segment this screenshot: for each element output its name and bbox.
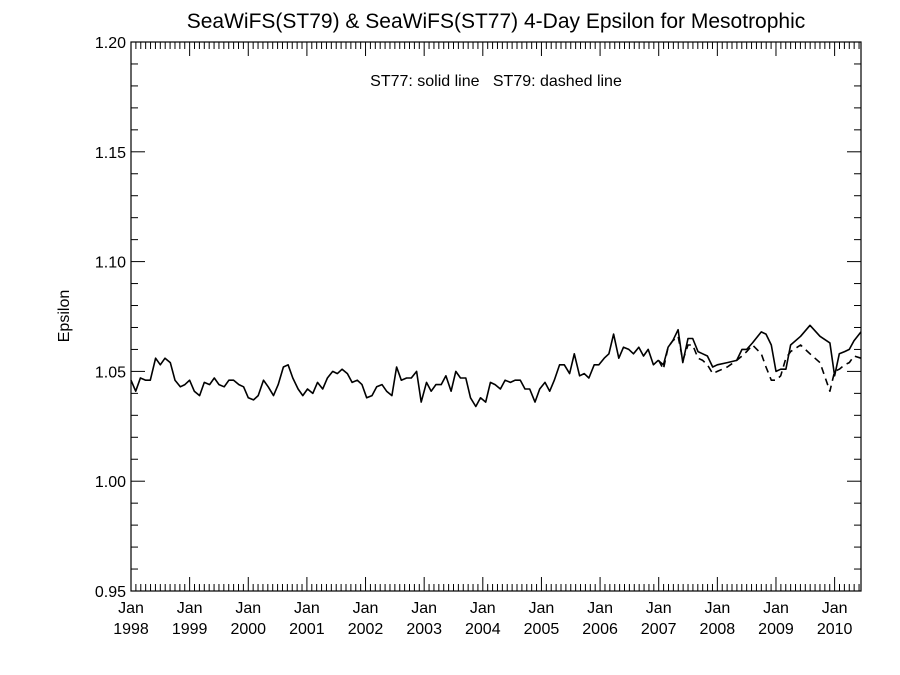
- x-tick-label-month: Jan: [177, 600, 203, 617]
- legend-annotation: ST77: solid line ST79: dashed line: [370, 73, 622, 90]
- x-tick-label-year: 2003: [406, 621, 442, 638]
- x-tick-label-month: Jan: [294, 600, 320, 617]
- y-tick-label: 1.15: [95, 145, 126, 162]
- x-tick-label-month: Jan: [353, 600, 379, 617]
- y-tick-label: 0.95: [95, 584, 126, 601]
- y-tick-label: 1.00: [95, 474, 126, 491]
- series-layer: [130, 324, 862, 408]
- x-tick-label-month: Jan: [529, 600, 555, 617]
- x-tick-label-year: 1998: [113, 621, 149, 638]
- x-tick-label-year: 2007: [641, 621, 677, 638]
- y-tick-label: 1.05: [95, 364, 126, 381]
- x-tick-label-year: 2009: [758, 621, 794, 638]
- y-axis-label: Epsilon: [56, 290, 73, 342]
- chart-title: SeaWiFS(ST79) & SeaWiFS(ST77) 4-Day Epsi…: [187, 10, 806, 33]
- x-tick-label-month: Jan: [235, 600, 261, 617]
- x-tick-label-month: Jan: [118, 600, 144, 617]
- x-tick-label-month: Jan: [470, 600, 496, 617]
- x-tick-label-year: 2004: [465, 621, 501, 638]
- x-tick-label-year: 2000: [230, 621, 266, 638]
- x-tick-label-month: Jan: [411, 600, 437, 617]
- plot-frame: [130, 41, 862, 592]
- series-line-st77: [130, 324, 862, 408]
- x-tick-label-month: Jan: [587, 600, 613, 617]
- x-tick-label-month: Jan: [763, 600, 789, 617]
- x-tick-label-year: 2002: [348, 621, 384, 638]
- x-tick-label-year: 1999: [172, 621, 208, 638]
- x-tick-label-year: 2005: [524, 621, 560, 638]
- x-tick-label-month: Jan: [822, 600, 848, 617]
- x-tick-label-month: Jan: [646, 600, 672, 617]
- x-tick-label-year: 2001: [289, 621, 325, 638]
- x-tick-label-year: 2010: [817, 621, 853, 638]
- x-tick-label-year: 2008: [700, 621, 736, 638]
- y-tick-label: 1.10: [95, 255, 126, 272]
- x-tick-label-month: Jan: [704, 600, 730, 617]
- ticks-layer: 0.95 1.00 1.05 1.10 1.15 1.20 Jan 1998 Jan 1999 Ja…: [95, 35, 861, 638]
- x-tick-label-year: 2006: [582, 621, 618, 638]
- y-tick-label: 1.20: [95, 35, 126, 52]
